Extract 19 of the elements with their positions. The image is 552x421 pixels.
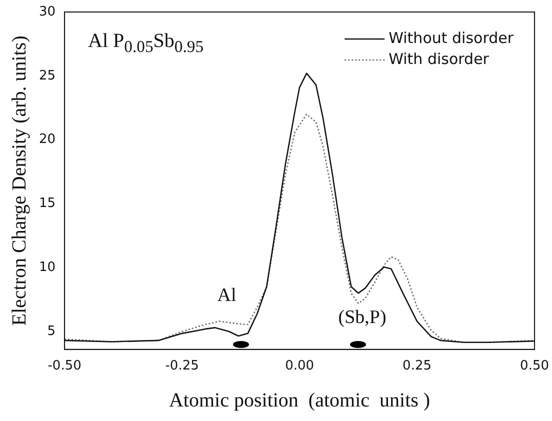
x-tick-label: 0.50 (520, 358, 550, 374)
legend-label: Without disorder (388, 28, 514, 47)
x-tick-label: -0.25 (165, 358, 199, 374)
y-tick-label: 10 (38, 260, 56, 275)
x-tick-label: -0.50 (48, 358, 82, 374)
line-series (64, 114, 535, 344)
x-axis-title: Atomic position (atomic units ) (168, 389, 430, 412)
annotation: Al P$_{0.05}$Sb$_{0.95}$ (88, 30, 204, 57)
annotation: Al (217, 284, 236, 306)
annotation: (Sb,P) (338, 306, 386, 328)
y-tick-label: 25 (38, 68, 56, 84)
y-tick-label: 5 (47, 324, 56, 339)
y-tick-label: 20 (38, 132, 56, 148)
legend-label: With disorder (388, 50, 490, 68)
x-tick-label: 0.25 (402, 358, 432, 374)
y-tick-label: 15 (38, 196, 56, 212)
y-tick-label: 30 (38, 4, 56, 20)
y-axis-title: Electron Charge Density (arb. units) (8, 36, 30, 326)
x-tick-label: 0.00 (285, 358, 314, 374)
